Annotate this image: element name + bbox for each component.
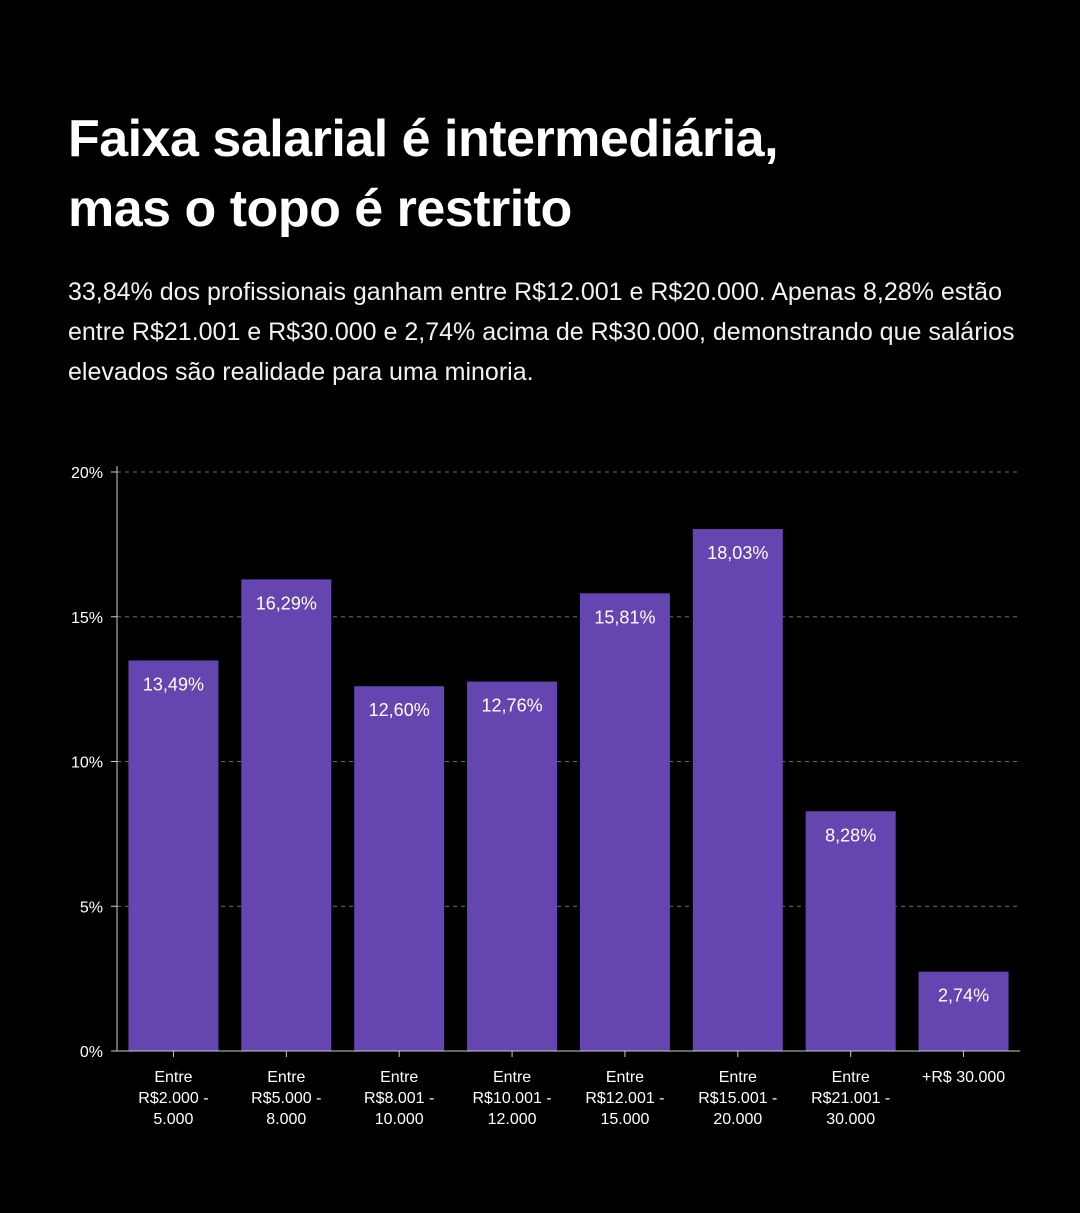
x-tick-label-line: Entre — [493, 1069, 531, 1086]
bar — [918, 971, 1009, 1051]
y-tick-label: 20% — [71, 465, 103, 482]
bar-value-label: 18,03% — [707, 543, 768, 563]
x-tick-label-line: R$21.001 - — [811, 1090, 890, 1107]
x-tick-label-line: 15.000 — [600, 1111, 649, 1128]
x-tick-label-line: R$15.001 - — [698, 1090, 777, 1107]
x-tick-label-line: R$2.000 - — [138, 1090, 208, 1107]
page-title: Faixa salarial é intermediária, mas o to… — [68, 104, 1028, 244]
x-tick-label-line: 30.000 — [826, 1111, 875, 1128]
bar — [579, 593, 670, 1051]
y-tick-label: 5% — [80, 899, 103, 916]
bar-value-label: 12,60% — [369, 700, 430, 720]
bar-value-label: 16,29% — [256, 593, 317, 613]
bar — [354, 686, 445, 1051]
x-tick-label-line: 5.000 — [153, 1111, 193, 1128]
x-tick-label-line: Entre — [606, 1069, 644, 1086]
x-tick-label-line: +R$ 30.000 — [922, 1069, 1005, 1086]
x-tick-label: Entre R$10.001 - 12.000 — [472, 1069, 551, 1128]
bar — [805, 811, 896, 1051]
page-title-line-1: Faixa salarial é intermediária, — [68, 110, 779, 168]
x-tick-label-line: 10.000 — [375, 1111, 424, 1128]
y-tick-label: 0% — [80, 1044, 103, 1061]
x-tick-label: Entre R$8.001 - 10.000 — [364, 1069, 434, 1128]
bar — [128, 660, 219, 1051]
x-tick-label-line: R$8.001 - — [364, 1090, 434, 1107]
bar-value-label: 15,81% — [594, 607, 655, 627]
x-tick-label-line: Entre — [154, 1069, 192, 1086]
x-tick-label: Entre R$5.000 - 8.000 — [251, 1069, 321, 1128]
x-tick-label: Entre R$21.001 - 30.000 — [811, 1069, 890, 1128]
bar — [467, 681, 558, 1051]
bar-value-label: 2,74% — [938, 986, 989, 1006]
labels: 0% 5% 10% 15% 20% 13,49% Entre R$2.000 - 5.000 16… — [71, 465, 1005, 1128]
x-tick-label-line: 20.000 — [713, 1111, 762, 1128]
x-tick-label-line: R$10.001 - — [472, 1090, 551, 1107]
x-tick-label-line: R$5.000 - — [251, 1090, 321, 1107]
axes — [111, 466, 1020, 1057]
x-tick-label: Entre R$2.000 - 5.000 — [138, 1069, 208, 1128]
x-tick-label: Entre R$15.001 - 20.000 — [698, 1069, 777, 1128]
page-title-line-2: mas o topo é restrito — [68, 180, 572, 238]
bars — [128, 529, 1009, 1051]
x-tick-label-line: 8.000 — [266, 1111, 306, 1128]
x-tick-label: +R$ 30.000 — [922, 1069, 1005, 1086]
bar — [241, 579, 332, 1051]
x-tick-label: Entre R$12.001 - 15.000 — [585, 1069, 664, 1128]
bar — [692, 529, 783, 1051]
x-tick-label-line: Entre — [719, 1069, 757, 1086]
salary-bar-chart: 0% 5% 10% 15% 20% 13,49% Entre R$2.000 - 5.000 16… — [71, 465, 1020, 1128]
y-tick-label: 15% — [71, 610, 103, 627]
bar-value-label: 8,28% — [825, 825, 876, 845]
bar-value-label: 12,76% — [482, 696, 543, 716]
y-tick-label: 10% — [71, 755, 103, 772]
x-tick-label-line: Entre — [380, 1069, 418, 1086]
x-tick-label-line: Entre — [267, 1069, 305, 1086]
x-tick-label-line: 12.000 — [488, 1111, 537, 1128]
x-tick-label-line: R$12.001 - — [585, 1090, 664, 1107]
page-subtitle: 33,84% dos profissionais ganham entre R$… — [68, 278, 1015, 386]
bar-value-label: 13,49% — [143, 674, 204, 694]
x-tick-label-line: Entre — [832, 1069, 870, 1086]
